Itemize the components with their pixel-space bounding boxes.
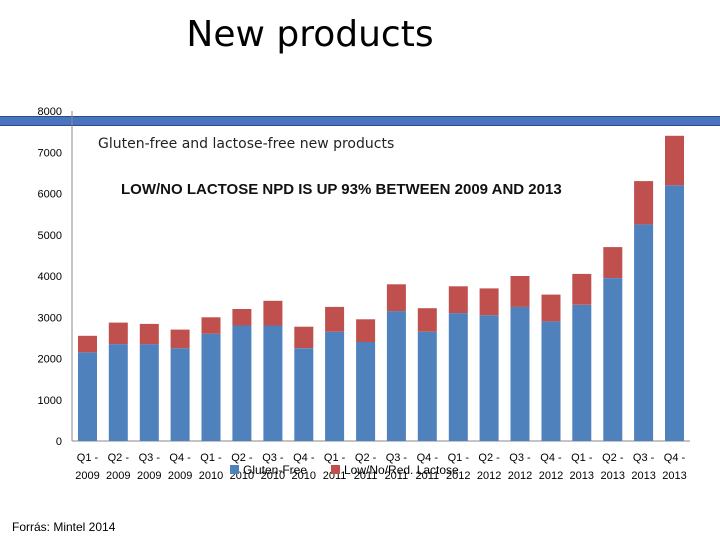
- bar-gluten-free: [108, 344, 128, 441]
- x-tick-label-year: 2011: [385, 470, 409, 482]
- bar-lactose: [448, 286, 468, 314]
- x-tick-label-year: 2009: [168, 470, 192, 482]
- x-tick-label-quarter: Q3 -: [262, 452, 284, 464]
- bar-lactose: [417, 308, 437, 332]
- bar-gluten-free: [201, 333, 221, 442]
- x-tick-label-quarter: Q4 -: [293, 452, 315, 464]
- x-tick-label-year: 2011: [323, 470, 347, 482]
- y-tick-label: 2000: [38, 354, 62, 366]
- bar-lactose: [78, 335, 97, 353]
- bar-gluten-free: [232, 325, 252, 441]
- x-tick-label-quarter: Q2 -: [231, 452, 253, 464]
- bar-gluten-free: [170, 348, 190, 441]
- legend-swatch-gluten-free: [230, 465, 239, 474]
- title-divider-bar: [0, 116, 720, 126]
- x-tick-label-quarter: Q1 -: [77, 452, 99, 464]
- legend-label-gluten-free: Gluten-Free: [243, 463, 307, 477]
- x-tick-label-year: 2011: [415, 470, 439, 482]
- source-note: Forrás: Mintel 2014: [12, 520, 116, 534]
- bar-gluten-free: [139, 344, 159, 441]
- x-tick-label-quarter: Q2 -: [478, 452, 500, 464]
- bar-gluten-free: [294, 348, 314, 441]
- x-tick-label-quarter: Q3 -: [509, 452, 531, 464]
- x-tick-label-year: 2012: [477, 470, 501, 482]
- x-tick-label-year: 2010: [199, 470, 223, 482]
- x-tick-label-year: 2012: [508, 470, 532, 482]
- x-tick-label-quarter: Q2 -: [602, 452, 624, 464]
- x-tick-label-quarter: Q3 -: [386, 452, 408, 464]
- x-tick-label-quarter: Q2 -: [108, 452, 130, 464]
- x-tick-label-year: 2009: [106, 470, 130, 482]
- x-tick-label-quarter: Q4 -: [169, 452, 191, 464]
- bar-lactose: [232, 309, 252, 326]
- bar-lactose: [386, 284, 406, 312]
- bar-gluten-free: [572, 304, 592, 441]
- x-tick-label-quarter: Q1 -: [448, 452, 470, 464]
- y-tick-label: 0: [56, 436, 62, 448]
- bar-lactose: [510, 276, 530, 307]
- bar-lactose: [603, 247, 623, 278]
- x-tick-label-quarter: Q3 -: [139, 452, 161, 464]
- bar-gluten-free: [356, 342, 376, 441]
- bar-gluten-free: [541, 321, 561, 441]
- y-tick-label: 3000: [38, 312, 62, 324]
- x-tick-label-year: 2010: [292, 470, 316, 482]
- x-tick-label-year: 2009: [75, 470, 99, 482]
- bar-lactose: [139, 323, 159, 345]
- bar-lactose: [170, 329, 190, 349]
- bar-lactose: [356, 319, 376, 342]
- x-tick-label-quarter: Q4 -: [664, 452, 686, 464]
- bar-gluten-free: [665, 185, 684, 442]
- bar-lactose: [263, 300, 283, 326]
- y-tick-label: 1000: [38, 395, 62, 407]
- x-tick-label-quarter: Q1 -: [200, 452, 222, 464]
- legend-label-lactose: Low/No/Red. Lactose: [344, 463, 459, 477]
- x-tick-label-quarter: Q2 -: [355, 452, 377, 464]
- chart-subtitle: LOW/NO LACTOSE NPD IS UP 93% BETWEEN 200…: [121, 181, 562, 198]
- x-tick-label-quarter: Q4 -: [540, 452, 562, 464]
- x-tick-label-year: 2013: [570, 470, 594, 482]
- bar-lactose: [665, 135, 684, 186]
- legend-swatch-lactose: [331, 465, 340, 474]
- x-tick-label-year: 2013: [601, 470, 625, 482]
- x-tick-label-year: 2013: [631, 470, 655, 482]
- bar-gluten-free: [448, 313, 468, 441]
- y-tick-label: 4000: [38, 271, 62, 283]
- x-tick-label-quarter: Q1 -: [324, 452, 346, 464]
- bar-gluten-free: [510, 306, 530, 441]
- bar-lactose: [572, 273, 592, 305]
- x-tick-label-year: 2012: [539, 470, 563, 482]
- x-tick-label-year: 2013: [662, 470, 686, 482]
- bar-gluten-free: [479, 315, 499, 441]
- bar-lactose: [479, 288, 499, 316]
- bar-gluten-free: [386, 311, 406, 441]
- y-tick-label: 5000: [38, 230, 62, 242]
- x-tick-label-year: 2011: [354, 470, 378, 482]
- bar-gluten-free: [78, 352, 97, 441]
- x-tick-label-year: 2012: [446, 470, 470, 482]
- bar-gluten-free: [634, 224, 654, 441]
- bar-lactose: [325, 306, 345, 332]
- bar-lactose: [634, 181, 654, 225]
- bar-gluten-free: [417, 331, 437, 441]
- bar-lactose: [541, 294, 561, 322]
- y-tick-label: 8000: [38, 106, 62, 118]
- y-tick-label: 6000: [38, 189, 62, 201]
- x-tick-label-year: 2009: [137, 470, 161, 482]
- x-tick-label-quarter: Q3 -: [633, 452, 655, 464]
- x-tick-label-year: 2010: [261, 470, 285, 482]
- chart-title: Gluten-free and lactose-free new product…: [98, 136, 395, 152]
- bar-gluten-free: [325, 331, 345, 441]
- y-tick-label: 7000: [38, 147, 62, 159]
- bar-lactose: [108, 322, 128, 344]
- bar-gluten-free: [603, 278, 623, 441]
- bar-lactose: [294, 326, 314, 349]
- bar-gluten-free: [263, 325, 283, 441]
- x-tick-label-quarter: Q4 -: [417, 452, 439, 464]
- bar-lactose: [201, 317, 221, 334]
- slide-title: New products: [186, 14, 434, 55]
- x-tick-label-quarter: Q1 -: [571, 452, 593, 464]
